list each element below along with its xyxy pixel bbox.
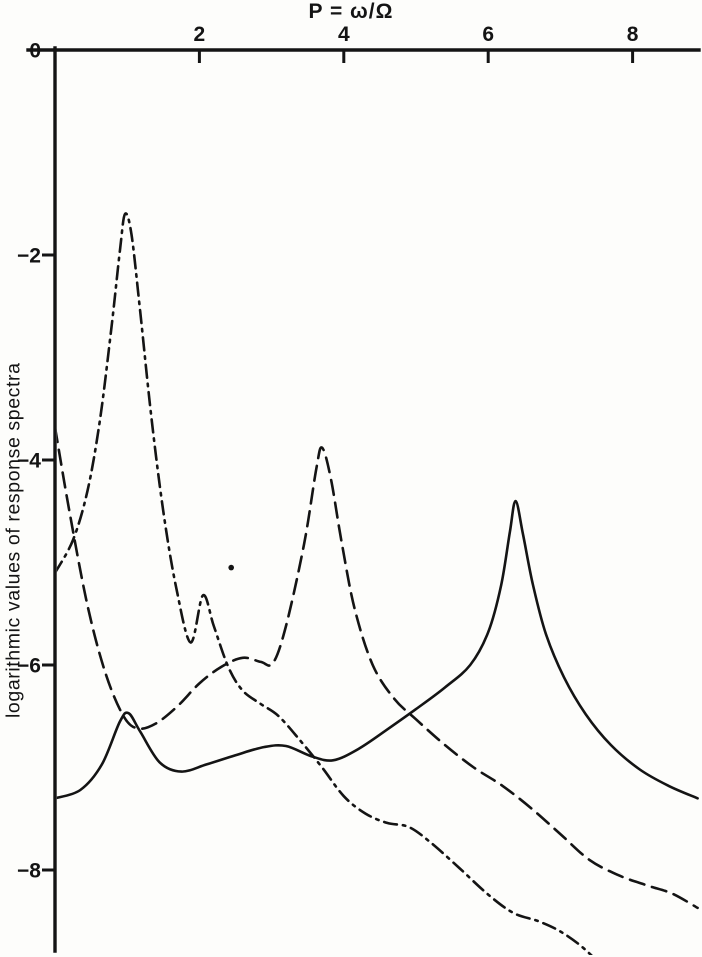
solid-curve [56,499,699,800]
x-axis-title: P = ω/Ω [308,0,394,23]
stray-ink-dot [228,564,234,571]
y-tick-label--2: −2 [17,245,41,268]
y-tick-label--8: −8 [17,860,41,883]
dashed-curve [56,430,699,910]
x-tick-label-8: 8 [627,23,639,46]
y-axis-title: logarithmic values of response spectra [2,362,25,718]
x-tick-label-6: 6 [482,23,494,46]
dashdot-curve [56,212,593,955]
y-tick-label--4: −4 [17,450,41,473]
y-tick-label--6: −6 [17,655,41,678]
x-tick-label-4: 4 [338,23,350,46]
x-tick-label-2: 2 [194,23,206,46]
y-tick-label-0: 0 [29,40,41,63]
